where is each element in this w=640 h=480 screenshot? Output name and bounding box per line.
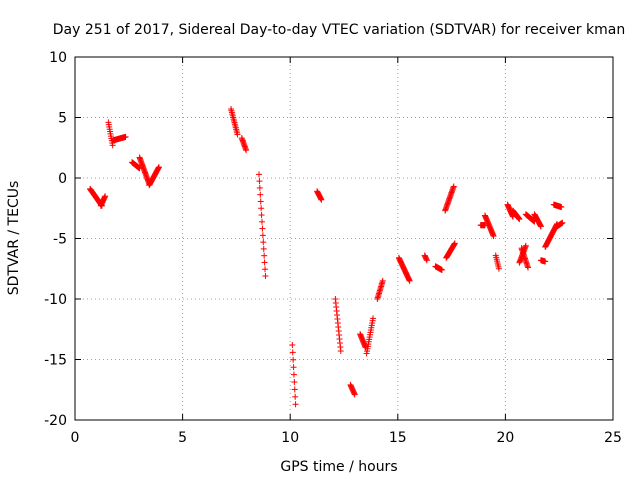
data-points: [87, 106, 566, 408]
x-tick-label: 0: [71, 430, 80, 446]
y-tick-label: 0: [58, 171, 67, 187]
data-point: [262, 266, 269, 273]
y-tick-label: -10: [44, 292, 67, 308]
data-point: [155, 164, 162, 171]
x-tick-label: 5: [178, 430, 187, 446]
data-point: [261, 259, 268, 266]
data-point: [255, 171, 262, 178]
data-point: [290, 364, 297, 371]
x-tick-label: 20: [496, 430, 514, 446]
data-point: [438, 266, 445, 273]
data-point: [259, 218, 266, 225]
data-point: [516, 216, 523, 223]
data-point: [451, 240, 458, 247]
x-tick-label: 10: [281, 430, 299, 446]
data-point: [290, 356, 297, 363]
data-point: [290, 371, 297, 378]
data-point: [559, 219, 566, 226]
data-point: [524, 264, 531, 271]
data-point: [256, 178, 263, 185]
data-point: [260, 239, 267, 246]
data-point: [450, 183, 457, 190]
data-point: [542, 258, 549, 265]
data-point: [423, 257, 430, 264]
data-point: [122, 133, 129, 140]
y-axis-label: SDTVAR / TECUs: [6, 181, 22, 296]
data-point: [291, 386, 298, 393]
data-point: [537, 223, 544, 230]
data-point: [102, 193, 109, 200]
data-point: [261, 252, 268, 259]
data-point: [291, 379, 298, 386]
data-point: [495, 265, 502, 272]
data-point: [351, 391, 358, 398]
x-tick-label: 25: [604, 430, 622, 446]
data-point: [558, 204, 565, 211]
data-point: [257, 191, 264, 198]
data-point: [258, 212, 265, 219]
data-point: [379, 277, 386, 284]
x-axis-label: GPS time / hours: [280, 459, 397, 475]
data-point: [337, 348, 344, 355]
data-point: [289, 349, 296, 356]
y-tick-label: -15: [44, 353, 67, 369]
y-tick-label: 5: [58, 111, 67, 127]
y-tick-label: -5: [53, 232, 67, 248]
y-tick-label: 10: [49, 50, 67, 66]
data-point: [490, 233, 497, 240]
data-point: [522, 242, 529, 249]
data-point: [289, 341, 296, 348]
data-point: [257, 198, 264, 205]
chart-title: Day 251 of 2017, Sidereal Day-to-day VTE…: [53, 22, 625, 38]
x-tick-label: 15: [389, 430, 407, 446]
tick-labels: 0 5 10 15 20 25 -20 -15 -10 -5 0 5 10: [44, 50, 622, 446]
data-point: [243, 147, 250, 154]
data-point: [292, 401, 299, 408]
data-point: [259, 232, 266, 239]
axis-ticks: [74, 56, 614, 421]
data-point: [262, 273, 269, 280]
y-tick-label: -20: [44, 413, 67, 429]
data-point: [292, 393, 299, 400]
data-point: [406, 277, 413, 284]
data-point: [256, 184, 263, 191]
grid-lines: [75, 57, 613, 420]
data-point: [234, 131, 241, 138]
data-point: [370, 315, 377, 322]
data-point: [259, 225, 266, 232]
data-point: [318, 196, 325, 203]
data-point: [260, 245, 267, 252]
data-point: [258, 205, 265, 212]
